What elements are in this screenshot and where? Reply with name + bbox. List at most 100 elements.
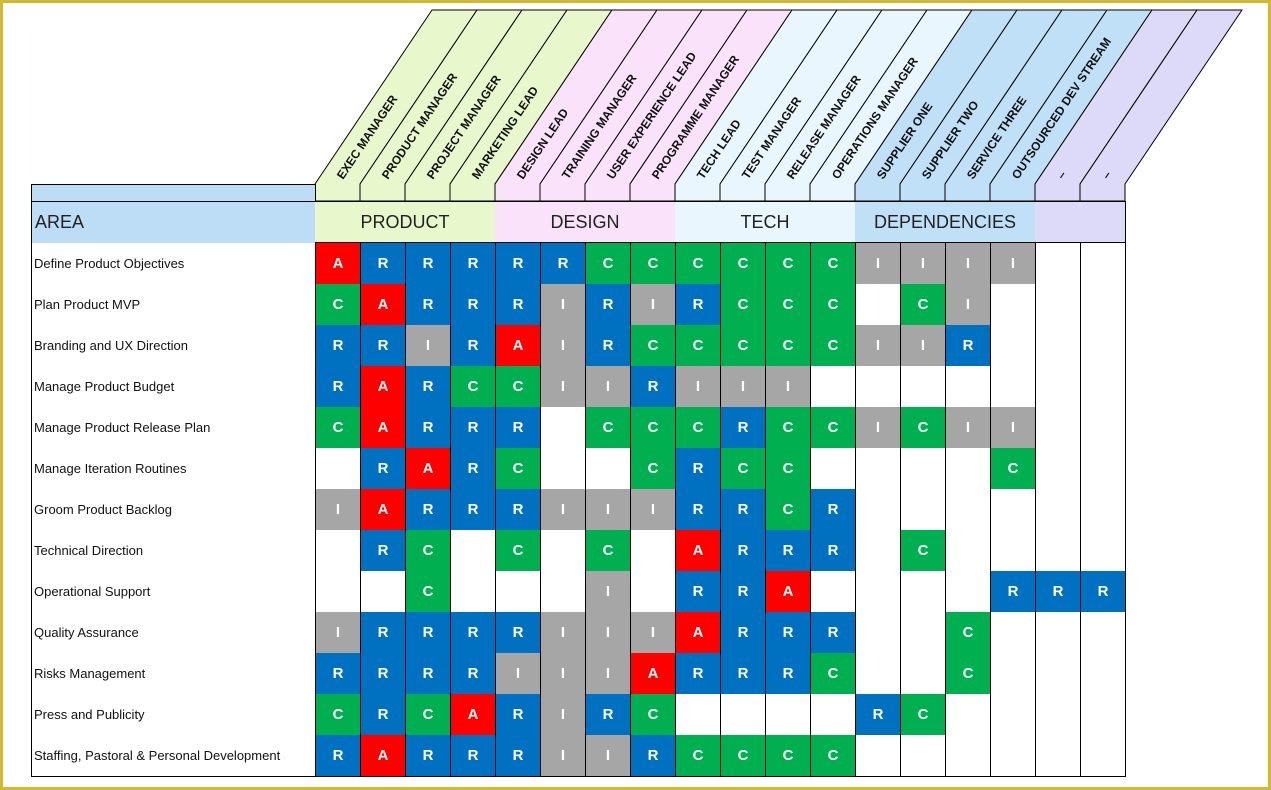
raci-cell[interactable]: [451, 571, 496, 613]
raci-cell[interactable]: I: [316, 612, 361, 654]
raci-cell[interactable]: R: [406, 489, 451, 531]
raci-cell[interactable]: [991, 694, 1036, 736]
raci-cell[interactable]: R: [361, 653, 406, 695]
raci-cell[interactable]: R: [721, 530, 766, 572]
raci-cell[interactable]: I: [901, 325, 946, 367]
raci-cell[interactable]: [586, 448, 631, 490]
raci-cell[interactable]: C: [721, 325, 766, 367]
raci-cell[interactable]: [1081, 694, 1126, 736]
raci-cell[interactable]: I: [946, 407, 991, 449]
raci-cell[interactable]: C: [631, 325, 676, 367]
raci-cell[interactable]: [991, 653, 1036, 695]
raci-cell[interactable]: R: [676, 653, 721, 695]
raci-cell[interactable]: A: [496, 325, 541, 367]
raci-cell[interactable]: C: [496, 366, 541, 408]
raci-cell[interactable]: C: [586, 530, 631, 572]
raci-cell[interactable]: R: [451, 448, 496, 490]
raci-cell[interactable]: [991, 530, 1036, 572]
raci-cell[interactable]: I: [586, 653, 631, 695]
raci-cell[interactable]: [856, 448, 901, 490]
raci-cell[interactable]: R: [361, 530, 406, 572]
raci-cell[interactable]: R: [676, 571, 721, 613]
raci-cell[interactable]: R: [316, 735, 361, 777]
raci-cell[interactable]: I: [541, 489, 586, 531]
raci-cell[interactable]: [991, 366, 1036, 408]
raci-cell[interactable]: R: [721, 571, 766, 613]
raci-cell[interactable]: R: [496, 407, 541, 449]
raci-cell[interactable]: C: [901, 530, 946, 572]
raci-cell[interactable]: [1036, 694, 1081, 736]
raci-cell[interactable]: R: [676, 284, 721, 326]
raci-cell[interactable]: [856, 612, 901, 654]
raci-cell[interactable]: A: [361, 735, 406, 777]
raci-cell[interactable]: [991, 612, 1036, 654]
raci-cell[interactable]: I: [946, 284, 991, 326]
raci-cell[interactable]: [991, 325, 1036, 367]
raci-cell[interactable]: [541, 571, 586, 613]
raci-cell[interactable]: R: [496, 694, 541, 736]
raci-cell[interactable]: R: [1081, 571, 1126, 613]
raci-cell[interactable]: R: [766, 612, 811, 654]
raci-cell[interactable]: [946, 489, 991, 531]
raci-cell[interactable]: R: [1036, 571, 1081, 613]
raci-cell[interactable]: I: [676, 366, 721, 408]
raci-cell[interactable]: [1081, 284, 1126, 326]
raci-cell[interactable]: [721, 694, 766, 736]
raci-cell[interactable]: [901, 366, 946, 408]
raci-cell[interactable]: R: [361, 612, 406, 654]
raci-cell[interactable]: C: [901, 284, 946, 326]
raci-cell[interactable]: I: [586, 571, 631, 613]
raci-cell[interactable]: C: [946, 612, 991, 654]
raci-cell[interactable]: R: [451, 735, 496, 777]
raci-cell[interactable]: C: [496, 530, 541, 572]
raci-cell[interactable]: R: [361, 243, 406, 285]
raci-cell[interactable]: R: [586, 694, 631, 736]
raci-cell[interactable]: I: [586, 489, 631, 531]
raci-cell[interactable]: I: [541, 735, 586, 777]
raci-cell[interactable]: [856, 489, 901, 531]
raci-cell[interactable]: [316, 448, 361, 490]
raci-cell[interactable]: C: [316, 694, 361, 736]
raci-cell[interactable]: R: [496, 243, 541, 285]
raci-cell[interactable]: [1081, 243, 1126, 285]
raci-cell[interactable]: A: [361, 407, 406, 449]
raci-cell[interactable]: C: [631, 243, 676, 285]
raci-cell[interactable]: [811, 571, 856, 613]
raci-cell[interactable]: [901, 571, 946, 613]
raci-cell[interactable]: R: [766, 653, 811, 695]
raci-cell[interactable]: R: [451, 407, 496, 449]
raci-cell[interactable]: I: [766, 366, 811, 408]
raci-cell[interactable]: [1081, 735, 1126, 777]
raci-cell[interactable]: I: [631, 612, 676, 654]
raci-cell[interactable]: [901, 612, 946, 654]
raci-cell[interactable]: [946, 735, 991, 777]
raci-cell[interactable]: R: [406, 284, 451, 326]
raci-cell[interactable]: I: [586, 612, 631, 654]
raci-cell[interactable]: I: [406, 325, 451, 367]
raci-cell[interactable]: [946, 366, 991, 408]
raci-cell[interactable]: C: [721, 735, 766, 777]
raci-cell[interactable]: A: [631, 653, 676, 695]
raci-cell[interactable]: A: [406, 448, 451, 490]
raci-cell[interactable]: C: [766, 448, 811, 490]
raci-cell[interactable]: R: [721, 407, 766, 449]
raci-cell[interactable]: C: [631, 448, 676, 490]
raci-cell[interactable]: I: [991, 407, 1036, 449]
raci-cell[interactable]: [991, 284, 1036, 326]
raci-cell[interactable]: I: [856, 325, 901, 367]
raci-cell[interactable]: [856, 366, 901, 408]
raci-cell[interactable]: R: [361, 448, 406, 490]
raci-cell[interactable]: R: [316, 366, 361, 408]
raci-cell[interactable]: C: [991, 448, 1036, 490]
raci-cell[interactable]: [1081, 530, 1126, 572]
raci-cell[interactable]: A: [361, 284, 406, 326]
raci-cell[interactable]: I: [541, 653, 586, 695]
raci-cell[interactable]: C: [901, 407, 946, 449]
raci-cell[interactable]: [1036, 366, 1081, 408]
raci-cell[interactable]: I: [856, 243, 901, 285]
raci-cell[interactable]: C: [316, 284, 361, 326]
raci-cell[interactable]: C: [406, 530, 451, 572]
raci-cell[interactable]: [1081, 366, 1126, 408]
raci-cell[interactable]: [631, 530, 676, 572]
raci-cell[interactable]: [1036, 735, 1081, 777]
